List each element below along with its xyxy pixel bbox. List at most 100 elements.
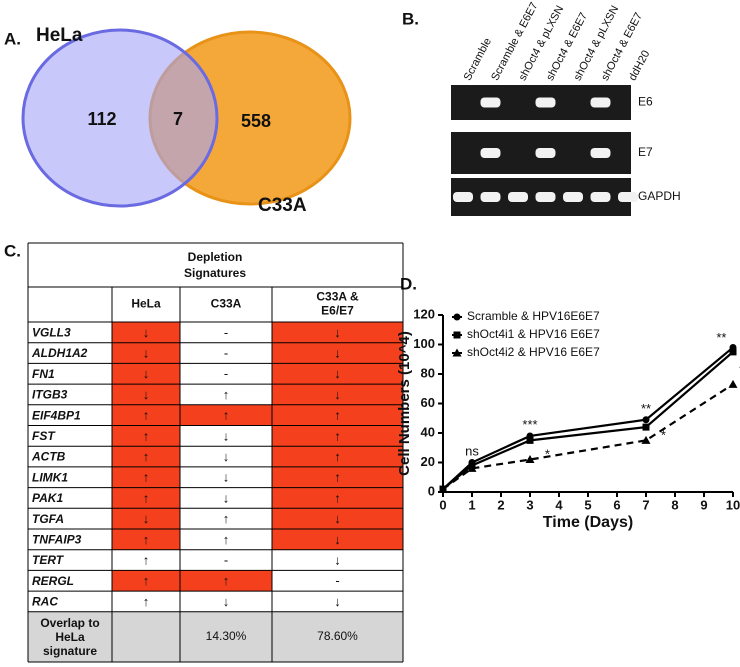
- gel-band: [480, 148, 501, 158]
- legend-label: Scramble & HPV16E6E7: [467, 309, 600, 323]
- highlight-cell: [112, 487, 180, 509]
- gene-name: RERGL: [32, 574, 74, 588]
- cell: ↓: [143, 511, 150, 526]
- gene-name: EIF4BP1: [32, 408, 81, 422]
- y-tick-label: 100: [413, 336, 435, 351]
- y-tick-label: 60: [421, 395, 435, 410]
- highlight-cell: [272, 363, 403, 385]
- highlight-cell: [112, 529, 180, 550]
- cell: ↓: [334, 552, 341, 567]
- marker: [729, 348, 737, 356]
- marker: [641, 435, 651, 444]
- annotation: *: [545, 447, 550, 462]
- highlight-cell: [272, 466, 403, 488]
- venn-count: 558: [241, 111, 271, 131]
- gene-name: TGFA: [32, 512, 64, 526]
- x-tick-label: 3: [526, 497, 533, 512]
- set-name: HeLa: [36, 25, 83, 46]
- cell: ↑: [334, 428, 341, 443]
- x-tick-label: 6: [613, 497, 620, 512]
- gene-name: TERT: [32, 553, 65, 567]
- gene-name: RAC: [32, 595, 58, 609]
- gel-band: [590, 97, 611, 108]
- gel-band: [480, 192, 501, 202]
- highlight-cell: [112, 322, 180, 343]
- cell: ↓: [143, 387, 150, 402]
- cell: ↓: [223, 490, 230, 505]
- panel-label: A.: [4, 29, 21, 48]
- gel-band: [453, 192, 473, 202]
- highlight-cell: [272, 322, 403, 343]
- footer-cell: 78.60%: [317, 629, 358, 643]
- cell: ↓: [143, 325, 150, 340]
- gel-band: [535, 148, 556, 158]
- cell: ↑: [143, 532, 150, 547]
- venn-count: 7: [173, 109, 183, 129]
- cell: ↑: [143, 428, 150, 443]
- panel-label: D.: [400, 274, 417, 293]
- gene-name: ITGB3: [32, 388, 68, 402]
- highlight-cell: [112, 404, 180, 426]
- annotation: **: [641, 401, 651, 416]
- gene-name: FN1: [32, 367, 55, 381]
- highlight-cell: [112, 363, 180, 385]
- gel-band: [535, 97, 556, 108]
- highlight-cell: [272, 425, 403, 447]
- table-title: Depletion: [188, 250, 243, 264]
- highlight-cell: [272, 529, 403, 550]
- gene-name: LIMK1: [32, 470, 68, 484]
- series-line: [442, 351, 734, 490]
- marker: [453, 313, 461, 321]
- cell: ↑: [223, 387, 230, 402]
- gel-row-label: E6: [638, 95, 653, 109]
- cell: ↑: [223, 532, 230, 547]
- highlight-cell: [272, 508, 403, 529]
- cell: -: [335, 573, 339, 588]
- highlight-cell: [112, 466, 180, 488]
- gel-row-label: E7: [638, 145, 653, 159]
- cell: ↓: [223, 428, 230, 443]
- gel-row-label: GAPDH: [638, 189, 681, 203]
- annotation: **: [716, 330, 726, 345]
- panel-label: B.: [402, 9, 419, 28]
- cell: ↑: [143, 470, 150, 485]
- highlight-cell: [112, 570, 180, 592]
- series-line: [442, 346, 734, 490]
- y-tick-label: 80: [421, 365, 435, 380]
- x-tick-label: 9: [700, 497, 707, 512]
- marker: [642, 423, 650, 431]
- highlight-cell: [272, 342, 403, 364]
- venn-count: 112: [87, 109, 116, 129]
- cell: -: [224, 325, 228, 340]
- marker: [728, 379, 738, 388]
- footer-cell: 14.30%: [206, 629, 247, 643]
- highlight-cell: [272, 384, 403, 405]
- gene-name: ACTB: [31, 450, 66, 464]
- gene-name: TNFAIP3: [32, 533, 82, 547]
- x-tick-label: 5: [584, 497, 591, 512]
- cell: ↓: [334, 511, 341, 526]
- legend-label: shOct4i2 & HPV16 E6E7: [467, 345, 600, 359]
- cell: ↓: [334, 366, 341, 381]
- x-tick-label: 10: [726, 497, 740, 512]
- highlight-cell: [180, 404, 272, 426]
- venn-set: [21, 28, 219, 208]
- highlight-cell: [272, 446, 403, 467]
- gel-band: [618, 192, 638, 202]
- cell: ↑: [223, 573, 230, 588]
- cell: ↑: [334, 490, 341, 505]
- table-title: Signatures: [184, 266, 246, 280]
- highlight-cell: [180, 570, 272, 592]
- cell: ↑: [334, 408, 341, 423]
- column-header: C33A: [211, 297, 242, 311]
- highlight-cell: [112, 446, 180, 467]
- x-tick-label: 0: [439, 497, 446, 512]
- cell: ↑: [223, 511, 230, 526]
- cell: ↑: [334, 470, 341, 485]
- cell: ↑: [334, 449, 341, 464]
- marker: [526, 436, 534, 444]
- footer-bg: [28, 611, 403, 662]
- y-tick-label: 120: [413, 306, 435, 321]
- column-header: HeLa: [131, 297, 161, 311]
- cell: ↓: [143, 366, 150, 381]
